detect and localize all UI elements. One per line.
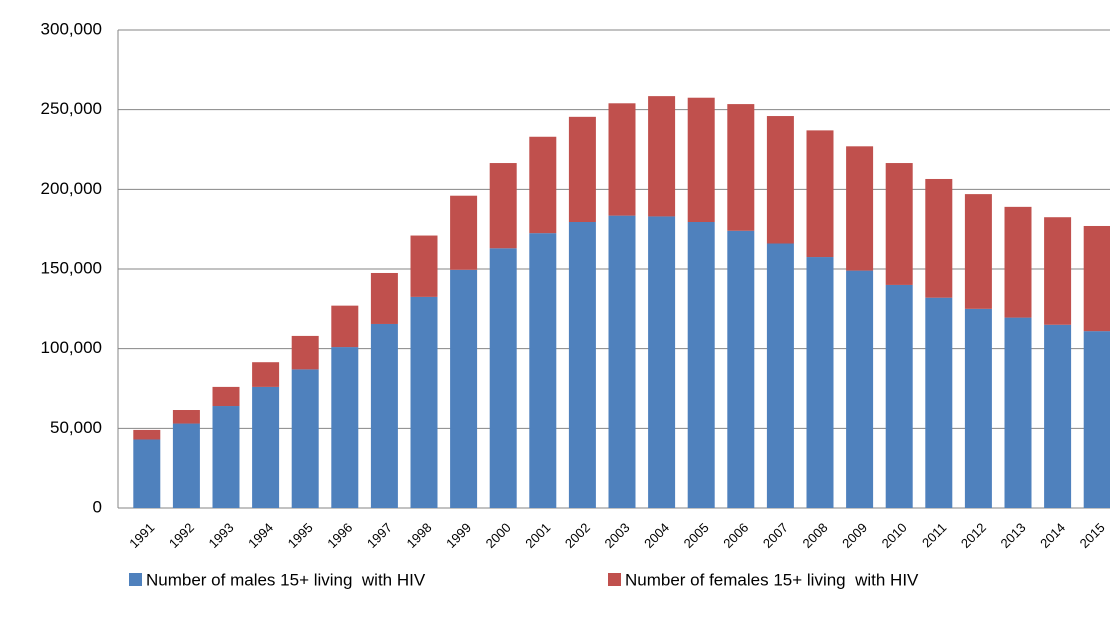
x-tick-label: 2015 <box>1077 520 1108 551</box>
bar-segment <box>172 410 200 424</box>
x-tick-label: 1995 <box>285 520 316 551</box>
x-tick-label: 2005 <box>681 520 712 551</box>
bar-segment <box>766 116 794 244</box>
bar-segment <box>648 96 676 217</box>
y-tick-label: 100,000 <box>41 338 102 357</box>
x-tick-label: 2006 <box>720 520 751 551</box>
bar-segment <box>766 243 794 509</box>
bar-segment <box>1004 206 1032 318</box>
x-tick-label: 1992 <box>166 520 197 551</box>
bar-segment <box>291 335 319 370</box>
bar-segment <box>1083 331 1110 508</box>
legend-label: Number of females 15+ living with HIV <box>625 570 919 589</box>
x-tick-label: 2001 <box>522 520 553 551</box>
bar-segment <box>964 308 992 508</box>
bar-segment <box>885 284 913 508</box>
bar-segment <box>964 194 992 309</box>
bar-segment <box>331 305 359 348</box>
x-tick-label: 1993 <box>205 520 236 551</box>
bar-segment <box>291 369 319 508</box>
x-tick-label: 1996 <box>324 520 355 551</box>
y-tick-label: 50,000 <box>50 418 102 437</box>
legend-swatch <box>129 573 142 586</box>
bar-segment <box>687 97 715 222</box>
bar-segment <box>252 362 280 387</box>
x-tick-label: 2012 <box>958 520 989 551</box>
y-tick-label: 200,000 <box>41 179 102 198</box>
bar-segment <box>489 163 517 249</box>
bar-segment <box>172 423 200 508</box>
bar-segment <box>410 296 438 508</box>
bar-segment <box>370 272 398 324</box>
bar-segment <box>925 178 953 298</box>
bar-segment <box>133 439 161 508</box>
bar-segment <box>1044 217 1072 325</box>
bar-segment <box>212 386 240 407</box>
bar-segment <box>133 429 161 440</box>
bar-segment <box>885 163 913 285</box>
bar-segment <box>806 257 834 508</box>
bar-segment <box>529 233 557 508</box>
x-tick-label: 2011 <box>919 520 949 550</box>
x-tick-label: 1991 <box>126 520 157 551</box>
bar-segment <box>252 386 280 508</box>
bar-segment <box>687 221 715 508</box>
x-tick-label: 2003 <box>601 520 632 551</box>
bar-segment <box>846 146 874 271</box>
y-tick-label: 150,000 <box>41 258 102 277</box>
x-tick-label: 1998 <box>403 520 434 551</box>
y-tick-label: 0 <box>93 497 102 516</box>
bar-segment <box>331 347 359 508</box>
x-tick-label: 2000 <box>483 520 514 551</box>
bar-segment <box>410 235 438 297</box>
bar-segment <box>846 270 874 508</box>
bar-segment <box>212 406 240 508</box>
y-tick-label: 300,000 <box>41 19 102 38</box>
bar-segment <box>568 221 596 508</box>
bar-segment <box>489 248 517 508</box>
bar-segment <box>727 104 755 231</box>
bar-segment <box>529 136 557 234</box>
bar-segment <box>370 323 398 508</box>
bar-segment <box>1044 324 1072 508</box>
x-tick-label: 2014 <box>1037 520 1068 551</box>
bar-segment <box>1083 225 1110 332</box>
x-tick-label: 2004 <box>641 520 672 551</box>
bar-segment <box>1004 317 1032 508</box>
x-tick-label: 1997 <box>364 520 395 551</box>
x-tick-label: 2013 <box>997 520 1028 551</box>
bar-segment <box>450 269 478 508</box>
bar-segment <box>608 215 636 508</box>
bar-segment <box>450 195 478 270</box>
x-tick-label: 1999 <box>443 520 474 551</box>
x-tick-label: 2009 <box>839 520 870 551</box>
x-tick-label: 2008 <box>799 520 830 551</box>
bar-segment <box>648 216 676 509</box>
bar-segment <box>608 103 636 216</box>
x-tick-label: 2010 <box>879 520 910 551</box>
bar-segment <box>568 116 596 222</box>
bar-segment <box>727 230 755 508</box>
bar-segment <box>925 297 953 508</box>
x-tick-label: 1994 <box>245 520 276 551</box>
x-tick-label: 2007 <box>760 520 791 551</box>
bar-segment <box>806 130 834 258</box>
x-tick-label: 2002 <box>562 520 593 551</box>
y-tick-label: 250,000 <box>41 99 102 118</box>
legend-swatch <box>608 573 621 586</box>
legend-label: Number of males 15+ living with HIV <box>146 570 426 589</box>
